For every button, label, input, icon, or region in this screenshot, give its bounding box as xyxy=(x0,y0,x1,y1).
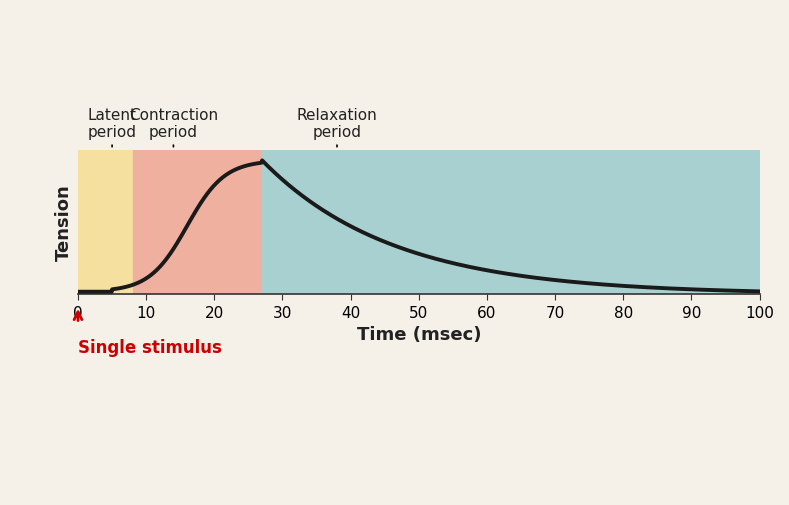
Text: Relaxation
period: Relaxation period xyxy=(297,108,377,140)
X-axis label: Time (msec): Time (msec) xyxy=(357,326,481,344)
Text: Contraction
period: Contraction period xyxy=(129,108,218,140)
Bar xyxy=(78,150,133,295)
Bar xyxy=(262,150,760,295)
Y-axis label: Tension: Tension xyxy=(54,184,73,261)
Text: Latent
period: Latent period xyxy=(88,108,136,140)
Bar xyxy=(133,150,262,295)
Text: Single stimulus: Single stimulus xyxy=(78,338,222,356)
